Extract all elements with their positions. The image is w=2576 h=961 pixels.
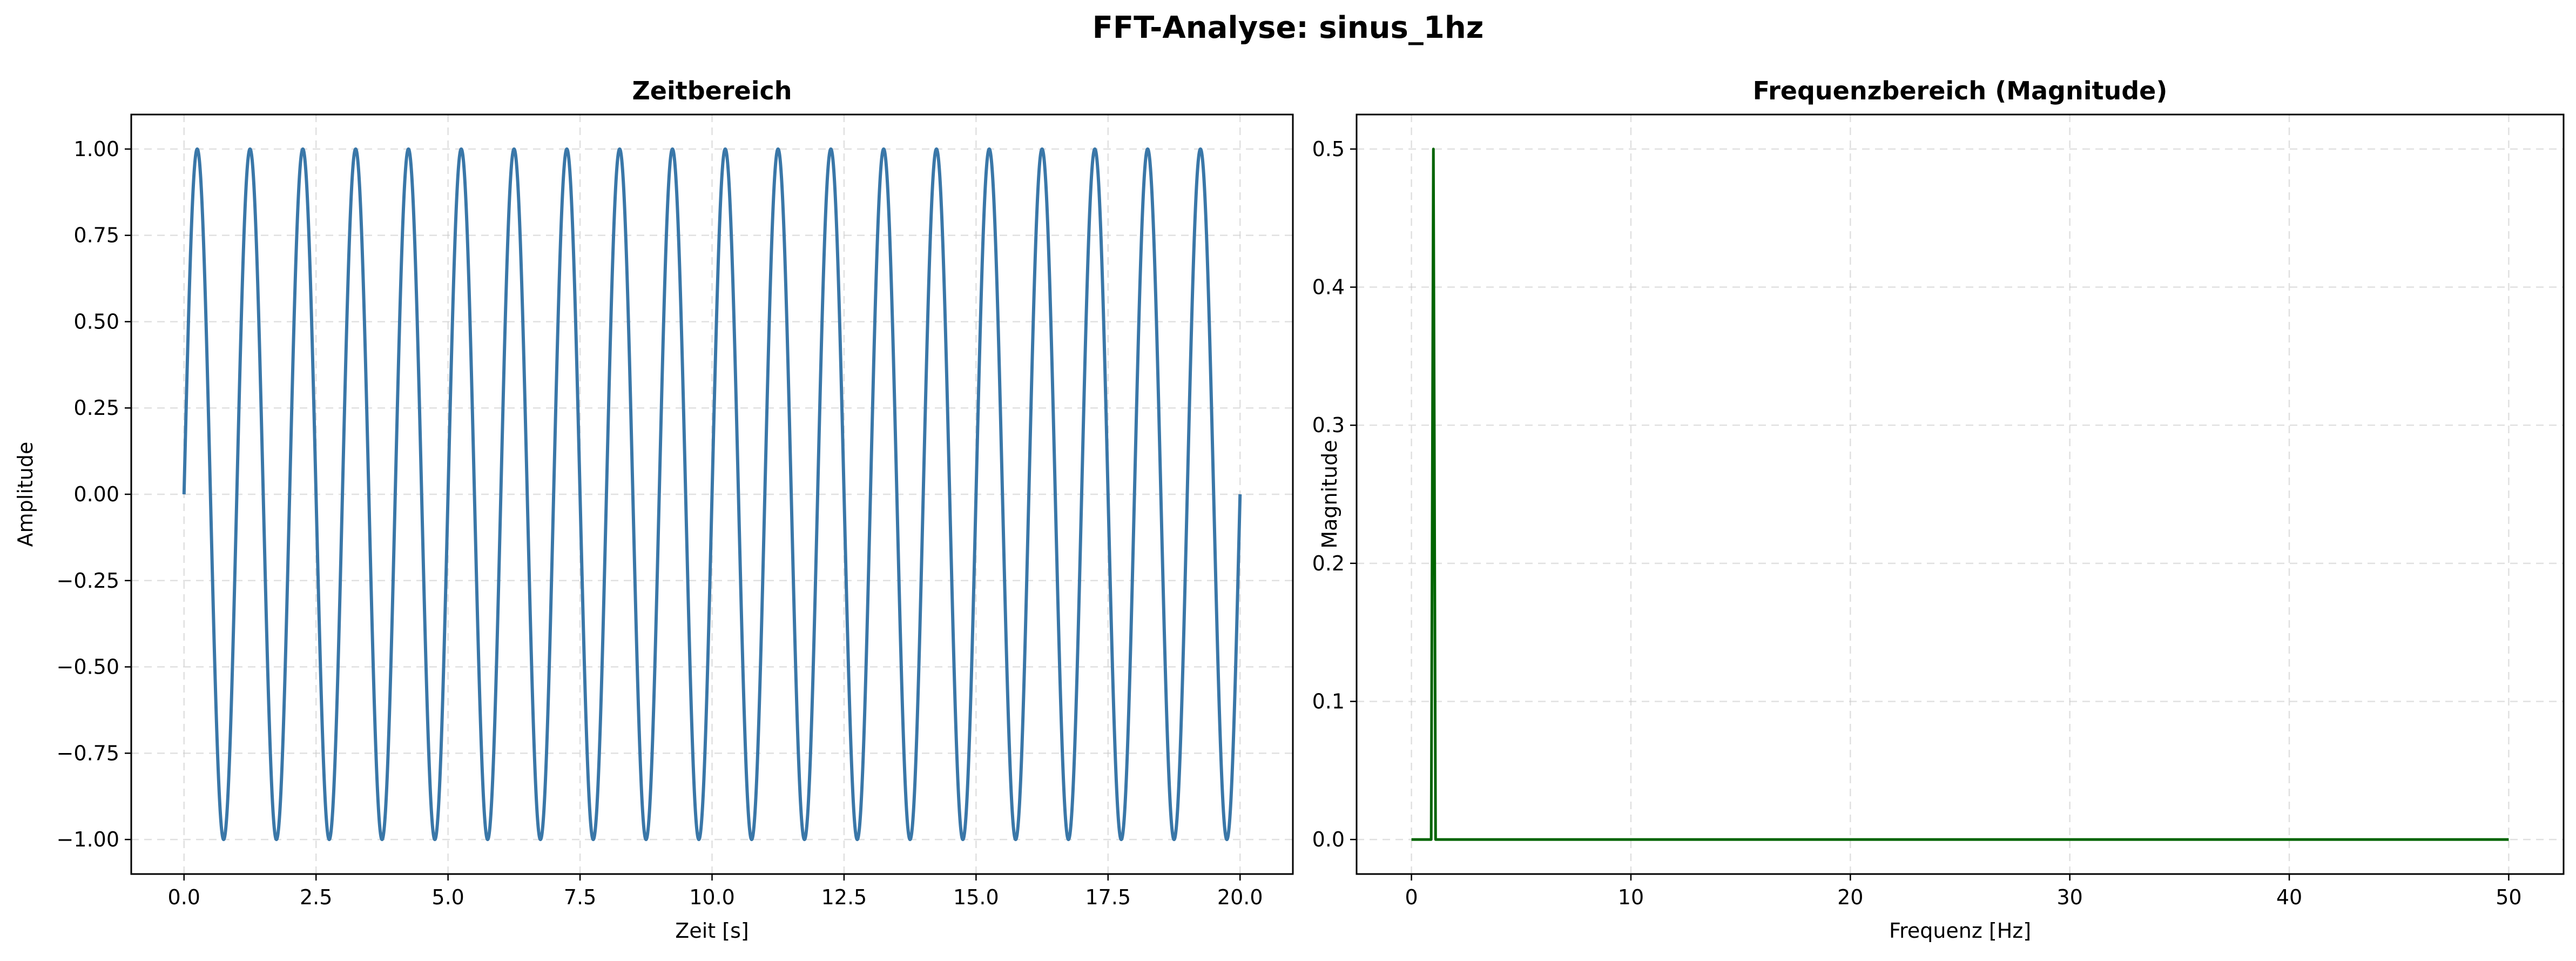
figure-suptitle: FFT-Analyse: sinus_1hz [1093, 10, 1484, 45]
freq-x-axis-label: Frequenz [Hz] [1889, 919, 2031, 943]
freq-y-tick-label-0: 0.0 [1312, 828, 1345, 851]
time-domain-chart: 0.0 2.5 5.0 7.5 10.0 12.5 15.0 17.5 20.0 −1.00 −0.… [14, 76, 1294, 943]
freq-y-tick-label-3: 0.3 [1312, 413, 1345, 437]
time-y-axis-label: Amplitude [14, 442, 37, 547]
time-y-tick-label-4: 0.00 [73, 482, 119, 506]
time-x-axis-label: Zeit [s] [675, 919, 748, 943]
freq-y-tick-label-4: 0.4 [1312, 275, 1345, 299]
time-x-tick-label-0: 0.0 [168, 885, 200, 909]
freq-y-tick-label-5: 0.5 [1312, 137, 1345, 161]
freq-x-tick-label-5: 50 [2496, 885, 2521, 909]
time-y-tick-label-3: −0.25 [57, 569, 119, 593]
freq-y-axis-label: Magnitude [1318, 440, 1341, 548]
time-x-tick-label-2: 5.0 [431, 885, 464, 909]
time-y-tick-label-0: −1.00 [57, 828, 119, 851]
time-x-tick-label-4: 10.0 [689, 885, 735, 909]
time-x-tick-label-7: 17.5 [1085, 885, 1131, 909]
time-x-tick-label-6: 15.0 [953, 885, 999, 909]
time-chart-title: Zeitbereich [632, 76, 792, 105]
freq-x-tick-label-2: 20 [1837, 885, 1863, 909]
freq-plot-area [1357, 115, 2564, 874]
time-y-tick-label-8: 1.00 [73, 137, 119, 161]
freq-x-tick-label-3: 30 [2057, 885, 2083, 909]
freq-series-line-0 [1411, 147, 2509, 841]
time-y-tick-label-1: −0.75 [57, 741, 119, 765]
freq-x-tick-label-1: 10 [1618, 885, 1644, 909]
freq-axes-frame [1356, 113, 2565, 875]
time-y-tick-label-6: 0.50 [73, 310, 119, 333]
time-y-tick-label-2: −0.50 [57, 655, 119, 679]
freq-y-tick-label-2: 0.2 [1312, 552, 1345, 575]
time-x-tick-label-1: 2.5 [300, 885, 332, 909]
time-y-tick-label-5: 0.25 [73, 396, 119, 420]
time-series-line-0 [182, 147, 1242, 842]
freq-x-tick-label-0: 0 [1405, 885, 1418, 909]
time-x-tick-label-3: 7.5 [564, 885, 596, 909]
time-x-tick-label-8: 20.0 [1217, 885, 1263, 909]
frequency-domain-chart: 0 10 20 30 40 50 0.0 0.1 0.2 0.3 0.4 0.5 Frequenzber… [1312, 76, 2565, 943]
freq-x-tick-label-4: 40 [2276, 885, 2302, 909]
time-y-tick-label-7: 0.75 [73, 224, 119, 247]
freq-chart-title: Frequenzbereich (Magnitude) [1753, 76, 2168, 105]
freq-y-tick-label-1: 0.1 [1312, 689, 1345, 713]
time-x-tick-label-5: 12.5 [821, 885, 867, 909]
